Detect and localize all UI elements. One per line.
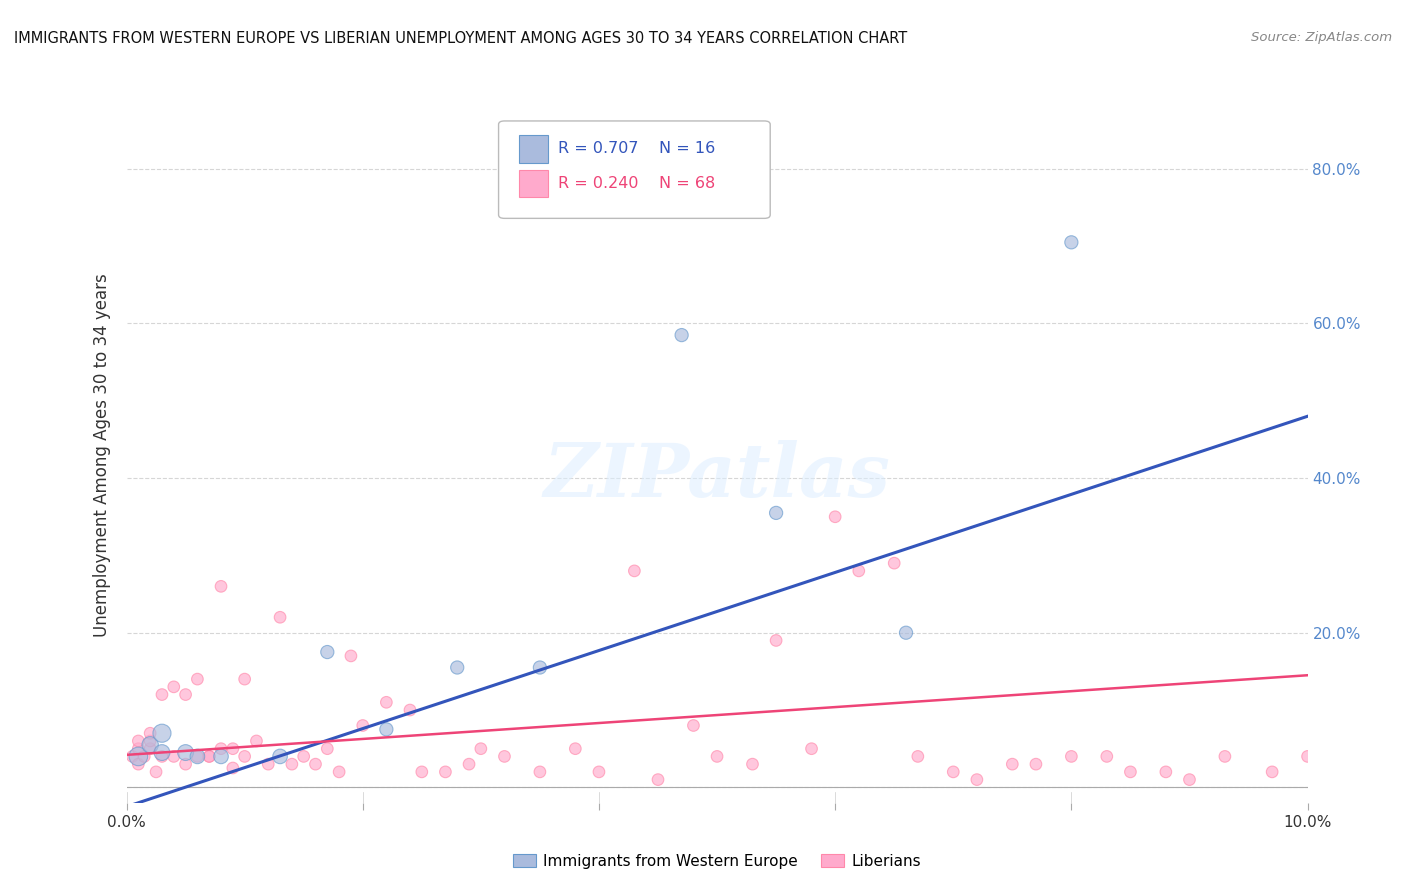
Point bbox=[1060, 235, 1083, 250]
Point bbox=[150, 746, 173, 760]
Point bbox=[682, 718, 704, 732]
Point bbox=[174, 746, 197, 760]
Point bbox=[352, 718, 374, 732]
Point bbox=[257, 757, 280, 772]
Text: R = 0.707    N = 16: R = 0.707 N = 16 bbox=[558, 141, 714, 156]
Point bbox=[186, 749, 208, 764]
Point bbox=[340, 648, 363, 663]
Point bbox=[163, 749, 186, 764]
Point bbox=[1095, 749, 1118, 764]
Point bbox=[907, 749, 929, 764]
Point bbox=[470, 741, 492, 756]
Point bbox=[281, 757, 304, 772]
Point bbox=[121, 749, 143, 764]
Point bbox=[883, 556, 905, 570]
Point bbox=[446, 660, 468, 674]
Point bbox=[328, 764, 350, 779]
Point bbox=[186, 672, 208, 686]
Point bbox=[222, 741, 245, 756]
Point bbox=[139, 734, 162, 748]
Point bbox=[671, 328, 693, 343]
Point bbox=[150, 726, 173, 740]
Point bbox=[529, 764, 551, 779]
Point bbox=[848, 564, 870, 578]
Point bbox=[316, 741, 339, 756]
Point bbox=[800, 741, 823, 756]
Point bbox=[127, 757, 149, 772]
Point bbox=[245, 734, 267, 748]
Bar bbox=[519, 169, 548, 197]
Point bbox=[233, 749, 256, 764]
FancyBboxPatch shape bbox=[499, 121, 770, 219]
Point bbox=[127, 741, 149, 756]
Point bbox=[1001, 757, 1024, 772]
Point bbox=[399, 703, 422, 717]
Point bbox=[198, 749, 221, 764]
Point bbox=[706, 749, 728, 764]
Point bbox=[434, 764, 457, 779]
Point bbox=[1119, 764, 1142, 779]
Point bbox=[269, 749, 291, 764]
Point bbox=[186, 749, 208, 764]
Point bbox=[588, 764, 610, 779]
Y-axis label: Unemployment Among Ages 30 to 34 years: Unemployment Among Ages 30 to 34 years bbox=[93, 273, 111, 637]
Point bbox=[375, 695, 398, 709]
Point bbox=[316, 645, 339, 659]
Point bbox=[304, 757, 326, 772]
Point bbox=[647, 772, 669, 787]
Point bbox=[222, 761, 245, 775]
Point bbox=[292, 749, 315, 764]
Point bbox=[145, 764, 167, 779]
Point bbox=[174, 688, 197, 702]
Point bbox=[564, 741, 586, 756]
Point bbox=[209, 579, 232, 593]
Point bbox=[458, 757, 481, 772]
Point bbox=[1296, 749, 1319, 764]
Point bbox=[1060, 749, 1083, 764]
Point bbox=[1261, 764, 1284, 779]
Point bbox=[198, 749, 221, 764]
Point bbox=[233, 672, 256, 686]
Point bbox=[494, 749, 516, 764]
Point bbox=[163, 680, 186, 694]
Point bbox=[741, 757, 763, 772]
Point bbox=[1213, 749, 1236, 764]
Bar bbox=[519, 135, 548, 162]
Point bbox=[139, 741, 162, 756]
Point bbox=[529, 660, 551, 674]
Point bbox=[127, 734, 149, 748]
Point bbox=[765, 633, 787, 648]
Point bbox=[894, 625, 917, 640]
Point bbox=[623, 564, 645, 578]
Text: ZIPatlas: ZIPatlas bbox=[544, 440, 890, 512]
Point bbox=[765, 506, 787, 520]
Text: IMMIGRANTS FROM WESTERN EUROPE VS LIBERIAN UNEMPLOYMENT AMONG AGES 30 TO 34 YEAR: IMMIGRANTS FROM WESTERN EUROPE VS LIBERI… bbox=[14, 31, 907, 46]
Point bbox=[134, 749, 156, 764]
Point bbox=[139, 738, 162, 752]
Point bbox=[966, 772, 988, 787]
Point bbox=[824, 509, 846, 524]
Point bbox=[209, 749, 232, 764]
Text: Source: ZipAtlas.com: Source: ZipAtlas.com bbox=[1251, 31, 1392, 45]
Point bbox=[269, 610, 291, 624]
Point bbox=[150, 749, 173, 764]
Point bbox=[375, 723, 398, 737]
Legend: Immigrants from Western Europe, Liberians: Immigrants from Western Europe, Liberian… bbox=[506, 848, 928, 875]
Point bbox=[411, 764, 433, 779]
Point bbox=[1178, 772, 1201, 787]
Point bbox=[174, 757, 197, 772]
Point bbox=[209, 741, 232, 756]
Point bbox=[1154, 764, 1177, 779]
Point bbox=[127, 749, 149, 764]
Point bbox=[1025, 757, 1047, 772]
Point bbox=[150, 688, 173, 702]
Point bbox=[942, 764, 965, 779]
Text: R = 0.240    N = 68: R = 0.240 N = 68 bbox=[558, 176, 714, 191]
Point bbox=[139, 726, 162, 740]
